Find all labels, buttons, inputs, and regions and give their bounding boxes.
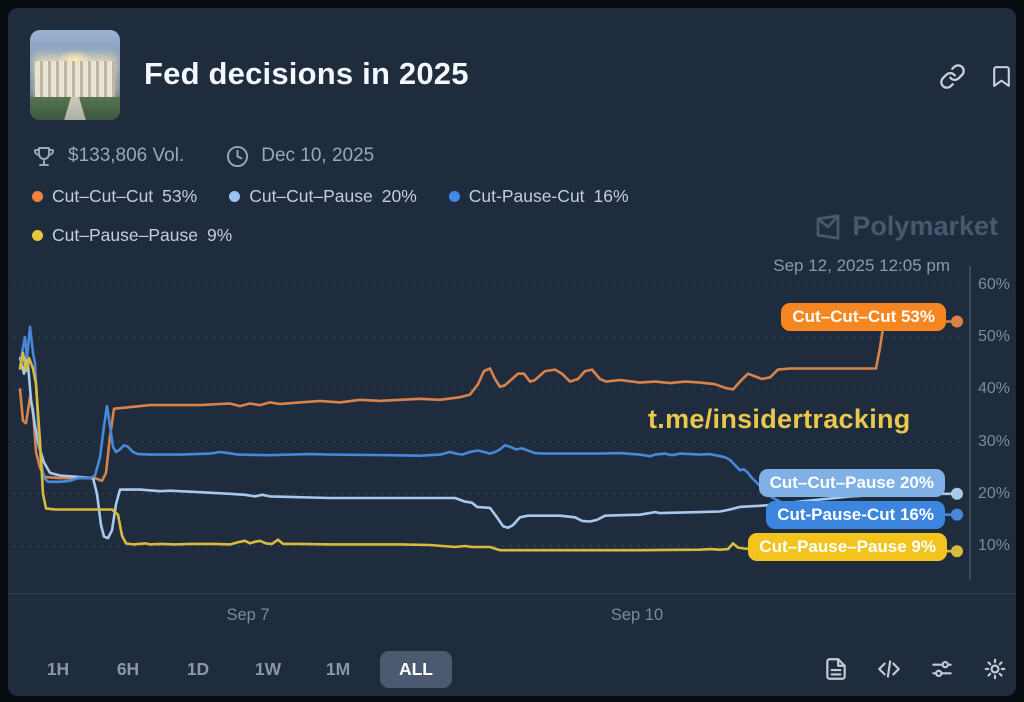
resolution-date: Dec 10, 2025 [261, 145, 375, 166]
chart-timestamp: Sep 12, 2025 12:05 pm [773, 256, 950, 275]
market-avatar-fed-building [30, 30, 120, 120]
polymarket-watermark: Polymarket [813, 211, 998, 242]
legend-label: Cut–Cut–Pause [249, 186, 373, 206]
bookmark-icon[interactable] [989, 63, 1014, 95]
legend-item-cut-cut-cut: Cut–Cut–Cut 53% [32, 186, 197, 207]
chart-settings-sliders-icon[interactable] [929, 656, 955, 682]
range-button-1w[interactable]: 1W [254, 659, 282, 679]
link-icon[interactable] [939, 63, 966, 95]
volume-stat: $133,806 Vol. [68, 145, 185, 166]
telegram-overlay-watermark: t.me/insidertracking [648, 404, 911, 434]
polymarket-logo-icon [813, 212, 843, 242]
legend-dot [32, 230, 43, 241]
legend-pct: 53% [162, 186, 198, 206]
y-axis-label: 20% [978, 484, 1011, 502]
legend-dot [32, 191, 43, 202]
x-axis-label: Sep 7 [226, 606, 270, 624]
range-button-1m[interactable]: 1M [325, 659, 351, 679]
legend-pct: 9% [206, 225, 233, 245]
legend-dot [448, 191, 460, 202]
chart-legend: Cut–Cut–Cut 53% Cut–Cut–Pause 20% Cut-Pa… [32, 186, 732, 246]
legend-dot [229, 191, 241, 202]
market-stats: $133,806 Vol. Dec 10, 2025 [32, 144, 374, 168]
trophy-icon [32, 144, 56, 168]
embed-code-icon[interactable] [876, 656, 902, 682]
market-title: Fed decisions in 2025 [144, 56, 469, 91]
y-axis-label: 10% [978, 537, 1011, 554]
outcome-badge-cut-pause-cut[interactable]: Cut-Pause-Cut 16% [766, 501, 945, 529]
document-icon[interactable] [823, 656, 849, 682]
legend-item-cut-pause-pause: Cut–Pause–Pause 9% [32, 225, 232, 246]
range-button-6h[interactable]: 6H [116, 659, 140, 679]
legend-item-cut-pause-cut: Cut-Pause-Cut 16% [448, 186, 629, 207]
range-button-all[interactable]: ALL [380, 651, 452, 688]
time-range-toolbar: 1H 6H 1D 1W 1M ALL [30, 651, 452, 688]
gear-icon[interactable] [982, 656, 1008, 682]
legend-pct: 20% [381, 186, 417, 206]
y-axis-label: 60% [978, 276, 1011, 293]
legend-label: Cut–Pause–Pause [52, 225, 198, 245]
market-card: Fed decisions in 2025 $133,806 Vol. Dec … [8, 8, 1016, 696]
range-button-1h[interactable]: 1H [46, 659, 70, 679]
legend-item-cut-cut-pause: Cut–Cut–Pause 20% [229, 186, 417, 207]
y-axis-label: 50% [978, 328, 1011, 346]
legend-pct: 16% [593, 186, 629, 206]
legend-label: Cut–Cut–Cut [52, 186, 154, 206]
clock-icon [226, 145, 249, 168]
legend-label: Cut-Pause-Cut [468, 186, 585, 206]
range-button-1d[interactable]: 1D [186, 659, 210, 679]
avatar-path [64, 96, 86, 120]
y-axis-label: 30% [978, 432, 1011, 450]
y-axis-label: 40% [978, 380, 1011, 398]
chart-tools [823, 656, 1008, 682]
avatar-building [35, 60, 115, 99]
outcome-badge-cut-pause-pause[interactable]: Cut–Pause–Pause 9% [748, 533, 947, 561]
x-axis-label: Sep 10 [610, 606, 664, 624]
outcome-badge-cut-cut-pause[interactable]: Cut–Cut–Pause 20% [758, 469, 945, 497]
outcome-badge-cut-cut-cut[interactable]: Cut–Cut–Cut 53% [781, 303, 946, 331]
